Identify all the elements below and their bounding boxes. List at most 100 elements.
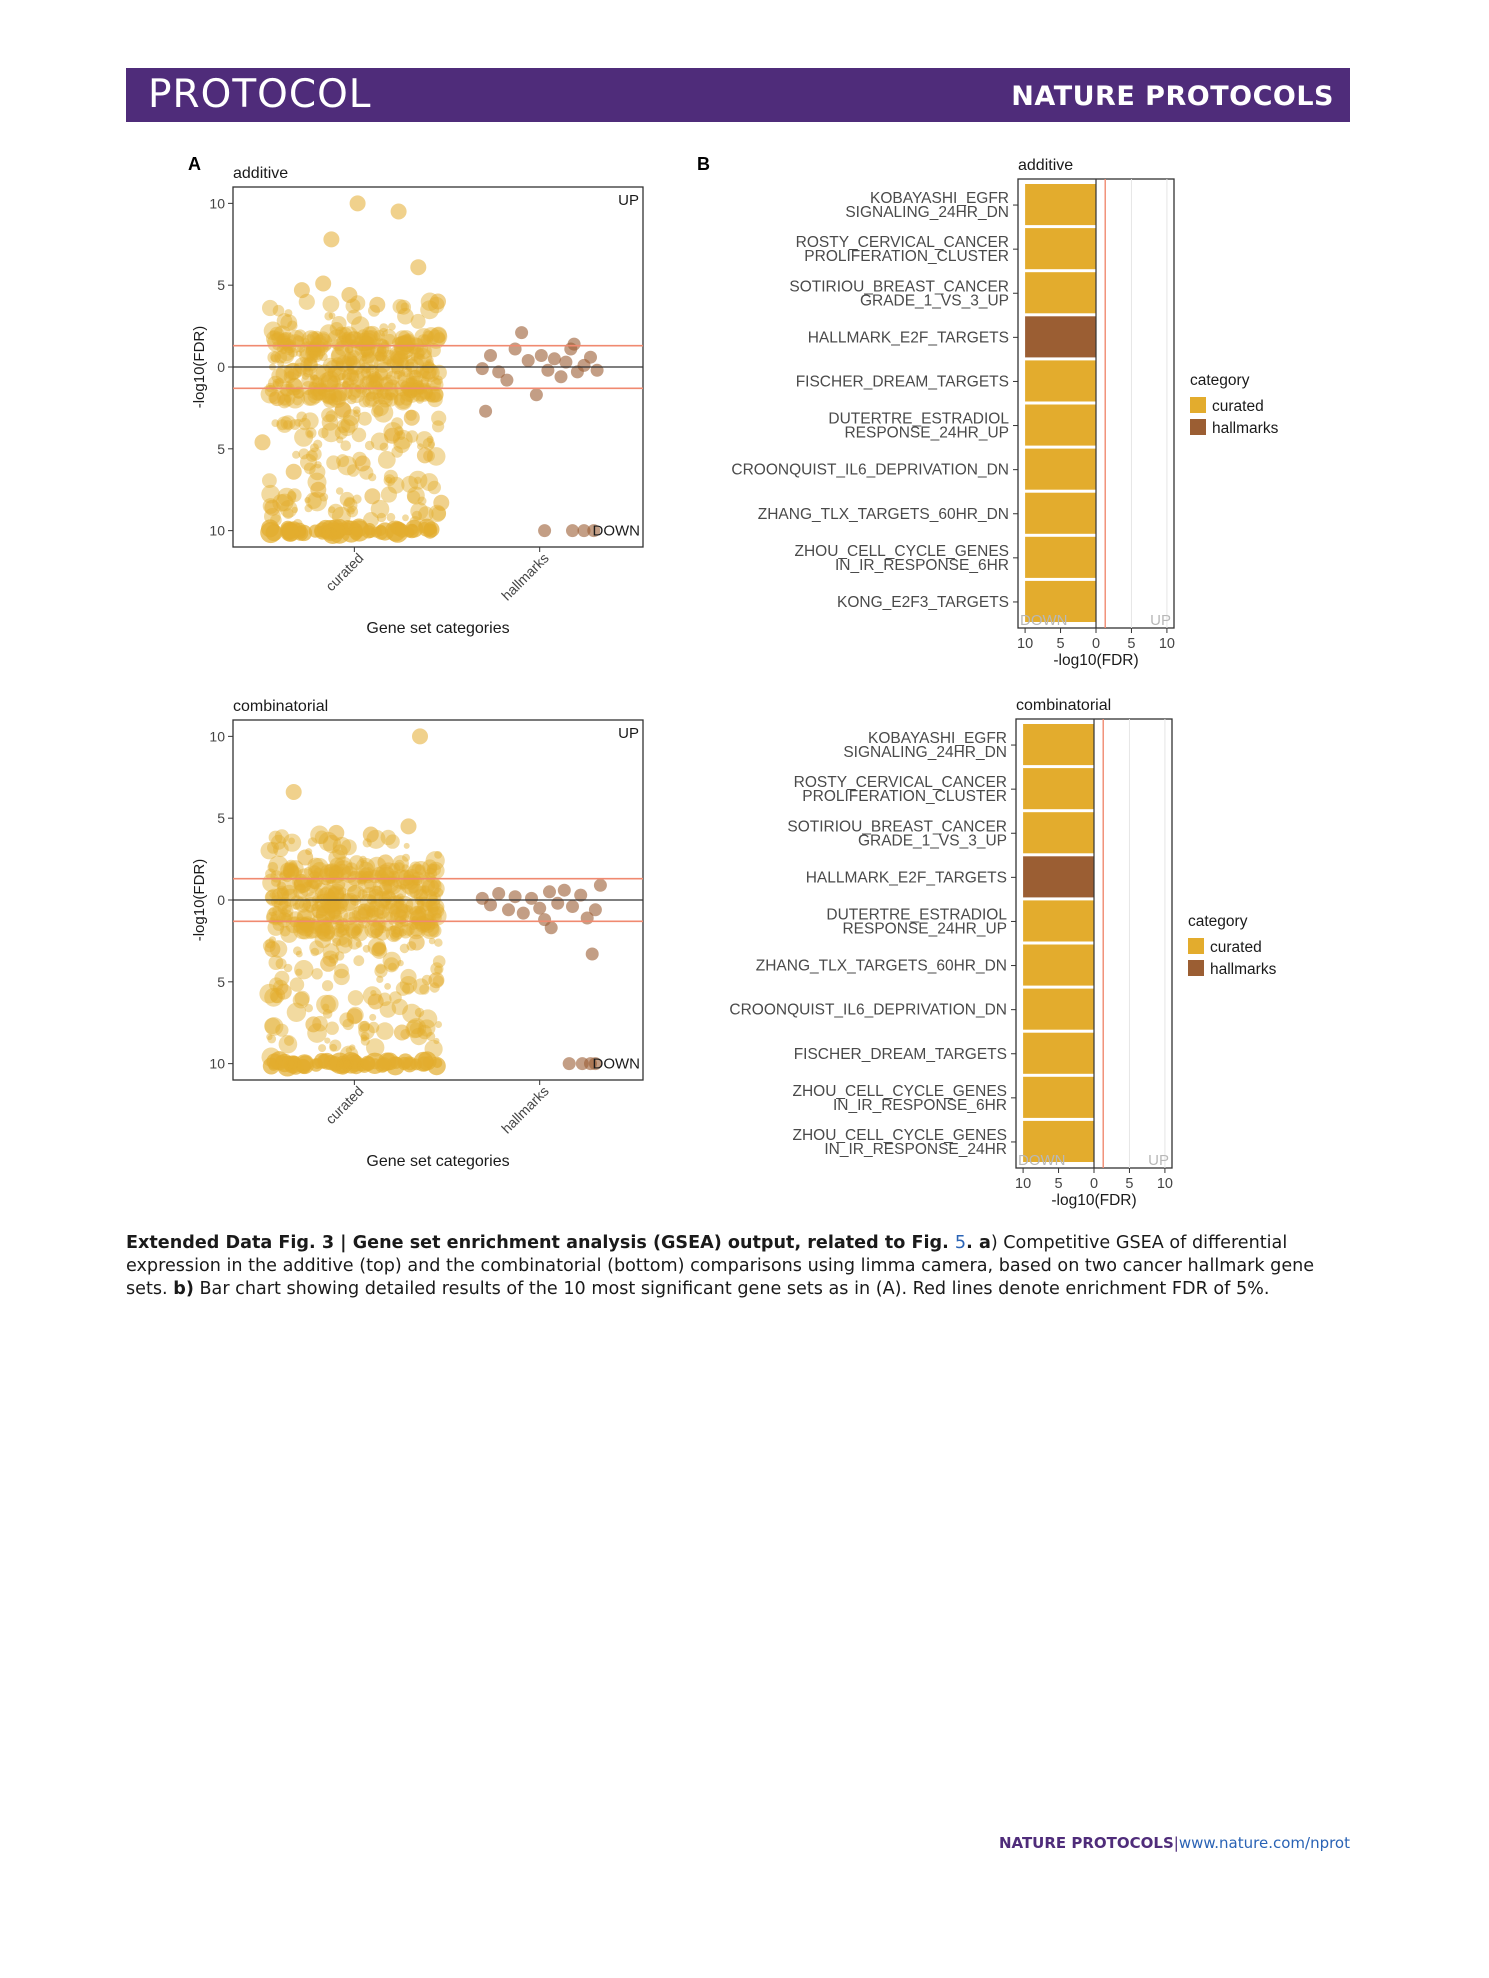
curated-point: [281, 888, 300, 907]
curated-point: [363, 879, 375, 890]
curated-point: [322, 902, 336, 915]
curated-point: [305, 879, 313, 887]
curated-point: [419, 364, 436, 381]
curated-point: [403, 869, 421, 886]
curated-point: [367, 379, 383, 395]
curated-point: [341, 332, 351, 342]
curated-point: [355, 365, 371, 381]
curated-cloud: [259, 825, 447, 1077]
curated-point: [345, 330, 363, 349]
curated-point: [269, 326, 285, 342]
x-tick-label: 5: [1127, 636, 1135, 652]
curated-point: [369, 338, 390, 358]
curated-point: [270, 354, 279, 362]
curated-point: [354, 340, 372, 358]
curated-point: [287, 860, 304, 877]
curated-point: [280, 907, 288, 916]
curated-point: [285, 463, 302, 480]
curated-point: [270, 895, 284, 908]
curated-point: [259, 983, 280, 1004]
bar-label: SOTIRIOU_BREAST_CANCER: [787, 818, 1007, 835]
caption-fig-link[interactable]: 5: [954, 1233, 967, 1253]
curated-point: [388, 962, 397, 972]
curated-point: [264, 1017, 281, 1035]
curated-point: [353, 331, 361, 340]
curated-point: [279, 500, 298, 518]
curated-point: [432, 420, 445, 433]
curated-point: [364, 919, 384, 939]
curated-point: [416, 343, 432, 360]
curated-point: [329, 1043, 338, 1052]
curated-point: [401, 475, 419, 493]
curated-point: [381, 876, 399, 894]
curated-point: [322, 1009, 333, 1019]
curated-point: [376, 512, 387, 523]
curated-point: [301, 389, 318, 406]
curated-point: [376, 866, 397, 887]
curated-point: [399, 976, 418, 994]
curated-point: [346, 884, 365, 903]
curated-point: [389, 902, 409, 921]
curated-point: [281, 524, 300, 542]
curated-point: [406, 1018, 427, 1038]
curated-point: [382, 951, 401, 971]
y-axis-label: -log10(FDR): [191, 859, 208, 942]
caption-a-text: ) Competitive GSEA of differential expre…: [126, 1233, 1315, 1299]
curated-point: [367, 869, 382, 884]
curated-point: [288, 837, 295, 845]
curated-point: [294, 357, 312, 375]
curated-point: [414, 864, 426, 875]
curated-point: [368, 370, 381, 383]
curated-point: [351, 906, 368, 922]
curated-point: [420, 878, 436, 893]
section-title: PROTOCOL: [148, 72, 372, 117]
curated-point: [283, 963, 293, 973]
curated-point: [340, 337, 350, 347]
curated-point: [425, 897, 441, 913]
curated-point: [276, 333, 291, 348]
curated-point: [393, 370, 403, 380]
curated-point: [334, 426, 348, 440]
curated-point: [367, 937, 386, 957]
curated-point: [305, 344, 321, 361]
curated-point: [387, 879, 396, 887]
curated-point: [374, 355, 392, 373]
curated-point: [352, 494, 362, 504]
curated-point: [397, 330, 415, 347]
x-tick-label: 10: [1159, 636, 1175, 652]
curated-point: [344, 862, 359, 876]
curated-point: [327, 364, 346, 383]
hallmarks-point: [584, 350, 597, 364]
curated-point: [338, 419, 356, 437]
curated-point: [303, 363, 311, 372]
curated-point: [326, 876, 345, 895]
curated-point: [428, 902, 445, 919]
curated-point: [401, 333, 416, 347]
curated-point: [395, 981, 411, 996]
y-tick-label: 5: [217, 441, 225, 457]
curated-point: [357, 889, 368, 900]
y-tick-label: 5: [217, 810, 225, 826]
curated-point: [262, 299, 279, 317]
x-tick-label: 10: [1015, 1176, 1031, 1192]
curated-point: [427, 923, 442, 938]
footer-url[interactable]: www.nature.com/nprot: [1178, 1834, 1350, 1852]
curated-point: [341, 380, 351, 390]
curated-point: [315, 275, 332, 292]
curated-point: [329, 857, 346, 874]
up-label: UP: [1148, 1152, 1169, 1169]
curated-point: [314, 893, 335, 914]
curated-point: [357, 335, 374, 352]
curated-point: [283, 833, 302, 852]
curated-point: [346, 355, 366, 376]
curated-point: [320, 370, 341, 390]
curated-point: [426, 904, 434, 912]
curated-point: [264, 941, 281, 958]
curated-point: [353, 332, 373, 352]
curated-point: [328, 506, 336, 514]
curated-point: [320, 955, 337, 972]
curated-point: [434, 851, 442, 859]
curated-point: [319, 923, 330, 934]
curated-point: [397, 371, 406, 381]
curated-point: [400, 818, 417, 835]
